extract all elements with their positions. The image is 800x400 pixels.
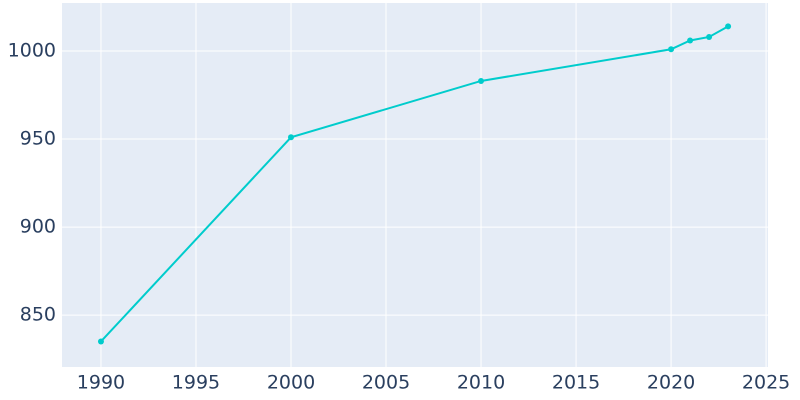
x-tick-label: 2000: [267, 372, 315, 394]
point: [668, 46, 675, 53]
point: [706, 33, 713, 40]
point: [478, 77, 485, 84]
point: [687, 37, 694, 44]
point: [287, 134, 294, 141]
y-tick-label: 950: [20, 128, 56, 150]
x-tick-label: 1990: [77, 372, 125, 394]
point: [725, 23, 732, 30]
plot-area: [62, 3, 768, 367]
x-tick-label: 2020: [647, 372, 695, 394]
x-tick-label: 1995: [172, 372, 220, 394]
y-tick-label: 850: [20, 304, 56, 326]
x-tick-label: 2015: [552, 372, 600, 394]
y-tick-label: 1000: [8, 40, 56, 62]
y-tick-label: 900: [20, 216, 56, 238]
x-tick-label: 2005: [362, 372, 410, 394]
x-tick-label: 2025: [742, 372, 790, 394]
point: [97, 338, 104, 345]
x-tick-label: 2010: [457, 372, 505, 394]
